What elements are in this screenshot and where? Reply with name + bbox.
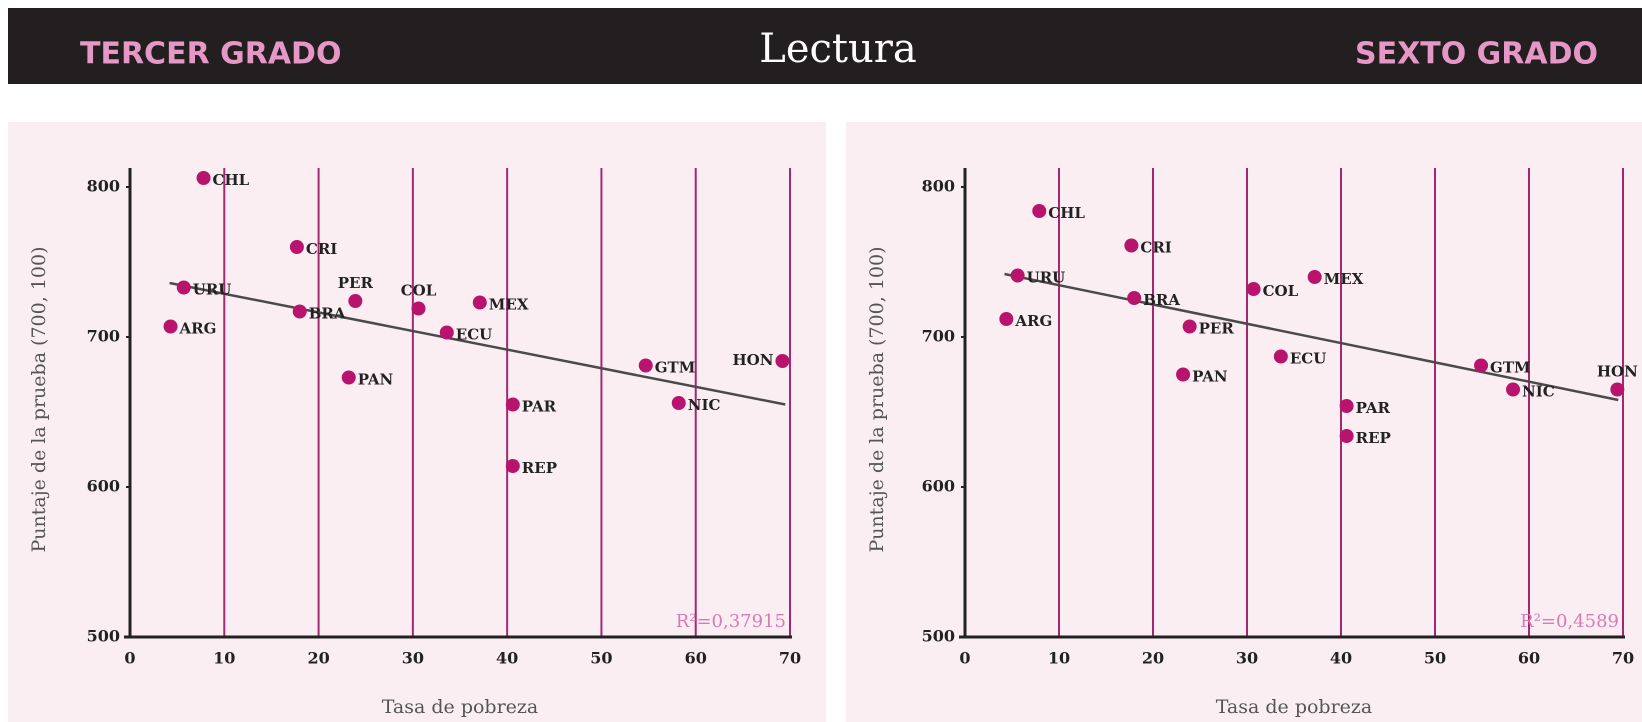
point-label: BRA — [309, 305, 346, 323]
x-tick-label: 10 — [213, 649, 235, 668]
point-label: PAN — [358, 371, 394, 389]
point-label: PER — [1199, 320, 1235, 338]
y-tick-label: 500 — [87, 627, 120, 646]
x-tick-label: 30 — [402, 649, 424, 668]
point-label: NIC — [688, 396, 721, 414]
x-tick-label: 50 — [1424, 649, 1446, 668]
point — [176, 280, 191, 295]
point — [1339, 429, 1354, 443]
x-tick-label: 20 — [307, 649, 329, 668]
point — [505, 397, 520, 412]
point — [1010, 268, 1025, 283]
x-tick-label: 70 — [779, 649, 801, 668]
point — [1182, 319, 1197, 334]
point-label: REP — [522, 459, 557, 477]
point-label: GTM — [1490, 359, 1531, 377]
r2-label: R²=0,4589 — [1520, 611, 1619, 632]
point-label: URU — [193, 281, 232, 299]
y-tick-label: 800 — [87, 177, 120, 196]
point — [289, 240, 304, 254]
y-tick-label: 700 — [922, 327, 955, 346]
r2-label: R²=0,37915 — [676, 611, 786, 632]
y-axis-label: Puntaje de la prueba (700, 100) — [866, 247, 888, 553]
header-title: Lectura — [759, 26, 916, 72]
point-label: MEX — [489, 296, 529, 314]
point-label: GTM — [655, 359, 696, 377]
x-tick-label: 30 — [1236, 649, 1258, 668]
panel — [846, 122, 1642, 722]
point-label: NIC — [1522, 383, 1555, 401]
point — [1246, 282, 1261, 296]
y-axis-label: Puntaje de la prueba (700, 100) — [28, 247, 50, 553]
panel — [8, 122, 826, 722]
x-tick-label: 10 — [1048, 649, 1070, 668]
y-tick-label: 600 — [922, 477, 955, 496]
point — [1506, 382, 1521, 397]
point — [1127, 291, 1142, 305]
point — [1474, 358, 1489, 373]
y-tick-label: 800 — [922, 177, 955, 196]
point — [1610, 382, 1625, 397]
y-tick-label: 700 — [87, 327, 120, 346]
point — [1176, 367, 1191, 382]
point-label: HON — [733, 351, 774, 369]
y-tick-label: 600 — [87, 477, 120, 496]
point — [1339, 399, 1354, 413]
header-bar — [8, 8, 1642, 84]
point — [348, 294, 363, 308]
point — [999, 312, 1014, 326]
point — [638, 358, 653, 373]
point-label: CRI — [1140, 239, 1171, 257]
x-tick-label: 40 — [496, 649, 518, 668]
header-left: TERCER GRADO — [80, 37, 341, 72]
point — [671, 396, 686, 410]
point — [1307, 270, 1322, 284]
point — [411, 301, 426, 316]
point-label: REP — [1356, 429, 1391, 447]
point-label: COL — [1263, 282, 1299, 300]
point-label: HON — [1597, 363, 1638, 381]
x-axis-label: Tasa de pobreza — [382, 696, 539, 718]
point-label: PAR — [522, 398, 557, 416]
trendline — [169, 281, 786, 406]
x-tick-label: 0 — [124, 649, 135, 668]
point-label: CHL — [1048, 204, 1085, 222]
point — [439, 325, 454, 340]
point-label: PAN — [1192, 368, 1228, 386]
point — [341, 370, 356, 385]
y-tick-label: 500 — [922, 627, 955, 646]
point-label: ARG — [179, 320, 217, 338]
point-label: URU — [1027, 269, 1066, 287]
point — [505, 459, 520, 473]
point — [196, 171, 211, 185]
trendline — [1004, 272, 1619, 402]
x-tick-label: 0 — [959, 649, 970, 668]
point-label: PER — [338, 274, 374, 292]
point-label: CRI — [306, 240, 337, 258]
x-tick-label: 20 — [1142, 649, 1164, 668]
x-tick-label: 50 — [590, 649, 612, 668]
point — [472, 295, 487, 310]
point-label: COL — [401, 282, 437, 300]
point-label: MEX — [1324, 270, 1364, 288]
point — [1032, 204, 1047, 218]
point — [1273, 349, 1288, 364]
point-label: ARG — [1014, 312, 1052, 330]
point-label: BRA — [1143, 291, 1180, 309]
point — [775, 354, 790, 368]
x-tick-label: 60 — [1518, 649, 1540, 668]
x-axis-label: Tasa de pobreza — [1216, 696, 1373, 718]
point-label: ECU — [456, 326, 492, 344]
point-label: CHL — [213, 171, 250, 189]
point-label: ECU — [1290, 350, 1326, 368]
point — [292, 304, 307, 319]
point — [163, 319, 178, 334]
point — [1124, 238, 1139, 253]
x-tick-label: 60 — [685, 649, 707, 668]
x-tick-label: 40 — [1330, 649, 1352, 668]
header-right: SEXTO GRADO — [1355, 37, 1598, 72]
x-tick-label: 70 — [1612, 649, 1634, 668]
point-label: PAR — [1356, 399, 1391, 417]
